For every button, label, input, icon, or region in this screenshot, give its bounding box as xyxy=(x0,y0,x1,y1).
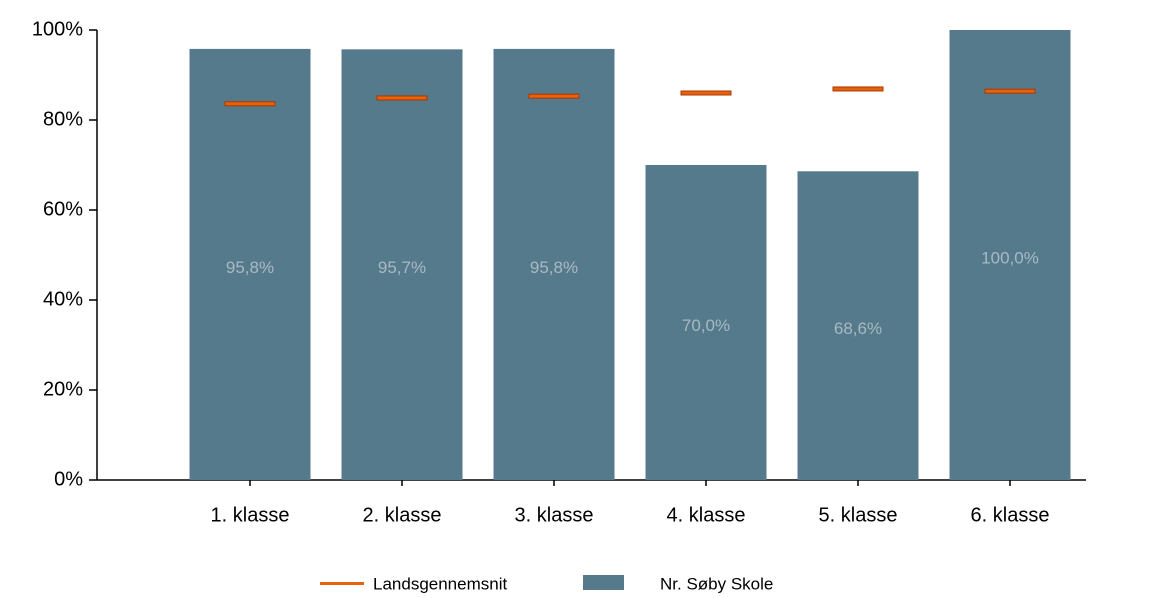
y-tick-label: 20% xyxy=(43,378,83,400)
value-label: 70,0% xyxy=(682,316,730,335)
bar xyxy=(797,171,919,481)
value-label: 95,8% xyxy=(530,258,578,277)
y-tick-label: 0% xyxy=(54,468,83,490)
value-label: 95,8% xyxy=(226,258,274,277)
x-tick-label: 3. klasse xyxy=(515,504,594,526)
bar xyxy=(341,49,463,480)
y-tick-label: 100% xyxy=(32,18,83,40)
y-tick-label: 40% xyxy=(43,288,83,310)
marker xyxy=(224,101,276,107)
y-tick-label: 60% xyxy=(43,198,83,220)
value-label: 68,6% xyxy=(834,319,882,338)
bar xyxy=(949,30,1071,480)
bar xyxy=(493,48,615,481)
x-tick-label: 4. klasse xyxy=(667,504,746,526)
value-label: 95,7% xyxy=(378,258,426,277)
value-label: 100,0% xyxy=(981,248,1039,267)
x-tick-label: 2. klasse xyxy=(363,504,442,526)
marker xyxy=(376,95,428,101)
marker xyxy=(984,88,1036,94)
bar xyxy=(645,165,767,480)
x-tick-label: 1. klasse xyxy=(211,504,290,526)
legend-swatch xyxy=(583,575,624,590)
bar xyxy=(189,48,311,481)
y-tick-label: 80% xyxy=(43,108,83,130)
legend-swatch xyxy=(320,582,364,585)
legend-label: Nr. Søby Skole xyxy=(660,574,773,593)
marker xyxy=(528,93,580,99)
marker xyxy=(680,90,732,96)
x-tick-label: 5. klasse xyxy=(819,504,898,526)
marker xyxy=(832,86,884,92)
legend-label: Landsgennemsnit xyxy=(373,574,507,593)
x-tick-label: 6. klasse xyxy=(971,504,1050,526)
